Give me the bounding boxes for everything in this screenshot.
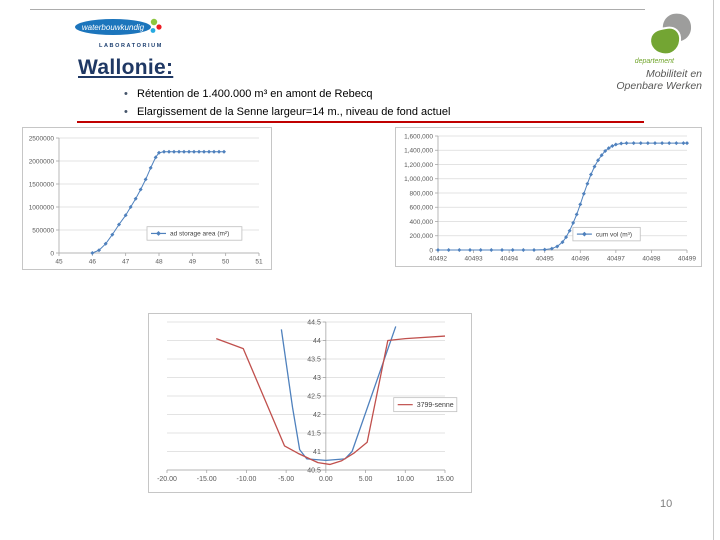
svg-text:10.00: 10.00 [397,476,415,483]
bullet-list: Rétention de 1.400.000 m³ en amont de Re… [124,85,644,121]
svg-text:40492: 40492 [429,256,447,263]
red-divider [77,121,644,123]
mow-leaf-green [649,26,682,56]
svg-text:1000000: 1000000 [29,204,55,211]
svg-text:2000000: 2000000 [29,158,55,165]
svg-text:-10.00: -10.00 [236,476,256,483]
svg-text:800,000: 800,000 [410,190,434,197]
bullet-item-elargissement: Elargissement de la Senne largeur=14 m.,… [124,103,644,121]
svg-text:41.5: 41.5 [307,430,321,437]
svg-text:ad storage area (m²): ad storage area (m²) [170,231,229,238]
svg-text:42.5: 42.5 [307,393,321,400]
svg-text:0: 0 [429,247,433,254]
svg-text:42: 42 [313,412,321,419]
mow-logo-graphic [649,13,692,56]
svg-text:15.00: 15.00 [436,476,454,483]
svg-text:40498: 40498 [642,256,660,263]
svg-text:45: 45 [55,259,63,266]
svg-text:0: 0 [50,250,54,257]
svg-text:-15.00: -15.00 [197,476,217,483]
svg-text:51: 51 [255,259,263,266]
page-number: 10 [660,498,673,510]
svg-text:40497: 40497 [607,256,625,263]
mow-title-line1: Mobiliteit en [645,68,702,80]
svg-text:500000: 500000 [32,227,54,234]
svg-text:40499: 40499 [678,256,696,263]
svg-text:40494: 40494 [500,256,518,263]
logo-left-subtitle: LABORATORIUM [99,43,163,49]
svg-text:40496: 40496 [571,256,589,263]
svg-text:0.00: 0.00 [319,476,333,483]
svg-text:5.00: 5.00 [359,476,373,483]
slide-title: Wallonie: [78,56,174,79]
cumulative-volume-chart-canvas: 0 200,000 400,000 600,000 800,000 1,000,000 1,… [404,133,696,263]
top-divider [30,9,645,10]
svg-text:49: 49 [189,259,197,266]
mow-logo-icon [646,12,694,58]
svg-text:cum vol (m³): cum vol (m³) [596,231,632,238]
svg-text:41: 41 [313,449,321,456]
svg-text:1,000,000: 1,000,000 [404,176,433,183]
svg-text:-5.00: -5.00 [278,476,294,483]
svg-text:44: 44 [313,338,321,345]
senne-cross-section-chart: 40.5 41 41.5 42 42.5 43 43.5 44 44.5 -20.00 -15.00… [148,313,472,493]
waterbouwkundig-logo: waterbouwkundig LABORATORIUM [75,16,225,49]
svg-text:40495: 40495 [536,256,554,263]
waterbouwkundig-logo-graphic: waterbouwkundig [75,18,162,35]
svg-text:1,200,000: 1,200,000 [404,162,433,169]
storage-area-chart-canvas: 0 500000 1000000 1500000 2000000 2500000 45 46 4… [29,135,263,266]
svg-text:1,600,000: 1,600,000 [404,133,433,140]
svg-text:200,000: 200,000 [410,233,434,240]
logo-left-wordmark: waterbouwkundig [82,23,145,32]
svg-text:50: 50 [222,259,230,266]
logo-swirl-blue [150,28,156,33]
svg-text:46: 46 [89,259,97,266]
svg-text:43: 43 [313,375,321,382]
cumulative-volume-chart: 0 200,000 400,000 600,000 800,000 1,000,000 1,… [395,127,702,267]
svg-text:47: 47 [122,259,130,266]
svg-text:1500000: 1500000 [29,181,55,188]
logo-swirl-red [156,24,162,30]
senne-cross-section-chart-canvas: 40.5 41 41.5 42 42.5 43 43.5 44 44.5 -20.00 -15.00… [157,319,458,483]
mow-departement-label: departement [634,58,674,65]
svg-text:400,000: 400,000 [410,219,434,226]
svg-text:44.5: 44.5 [307,319,321,326]
slide-edge [713,0,714,540]
svg-text:600,000: 600,000 [410,205,434,212]
svg-text:-20.00: -20.00 [157,476,177,483]
svg-text:3799-senne: 3799-senne [417,402,454,409]
logo-swoosh-shape [75,19,151,35]
logo-swirl-green [150,18,158,26]
svg-text:1,400,000: 1,400,000 [404,148,433,155]
svg-text:2500000: 2500000 [29,135,55,142]
svg-text:40.5: 40.5 [307,467,321,474]
svg-text:40493: 40493 [465,256,483,263]
bullet-item-retention: Rétention de 1.400.000 m³ en amont de Re… [124,85,644,103]
svg-text:48: 48 [155,259,163,266]
storage-area-chart: 0 500000 1000000 1500000 2000000 2500000 45 46 4… [22,127,272,270]
svg-text:43.5: 43.5 [307,356,321,363]
